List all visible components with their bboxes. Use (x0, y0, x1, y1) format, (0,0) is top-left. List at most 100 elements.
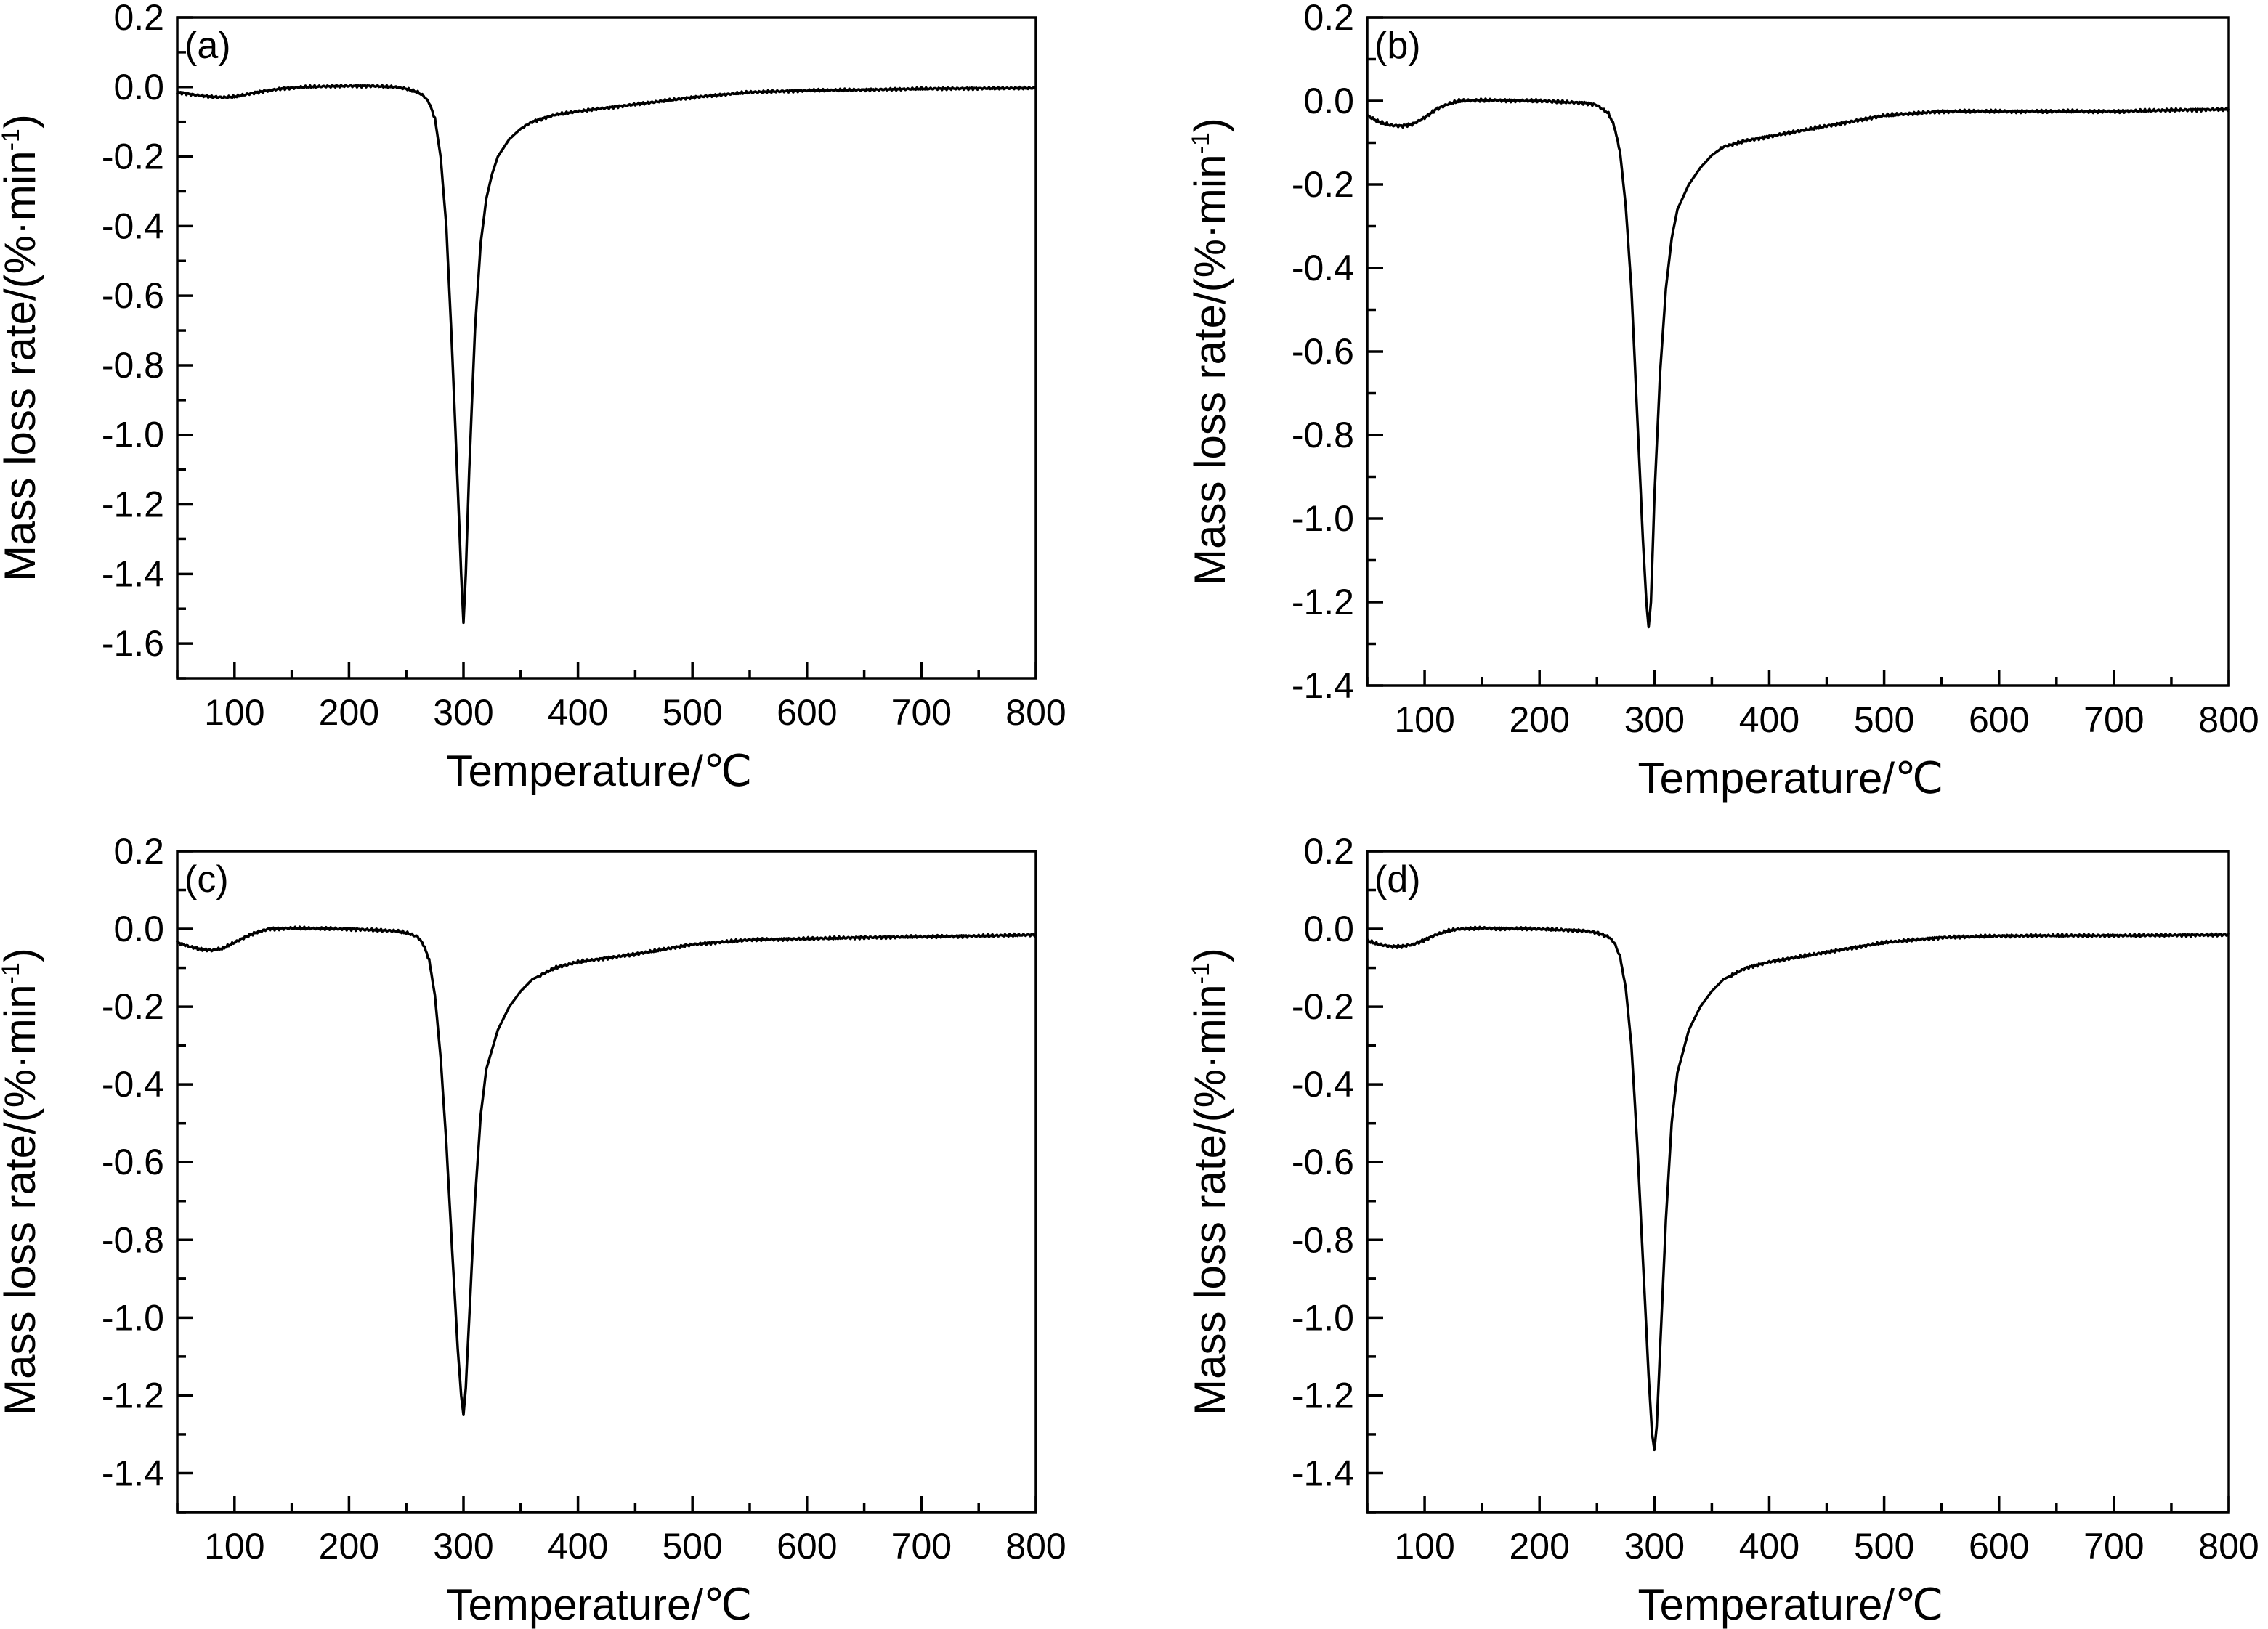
x-axis-title: Temperature/℃ (447, 747, 753, 795)
y-tick-label: -0.8 (102, 1219, 164, 1260)
x-tick-label: 300 (1624, 1526, 1685, 1567)
x-tick-label: 300 (433, 692, 493, 733)
plot-frame (176, 16, 1037, 680)
y-axis-title-tail: ) (1186, 948, 1234, 962)
y-axis-title: Mass loss rate/(%·min-1) (0, 948, 44, 1415)
y-tick-label: -0.4 (102, 206, 164, 246)
x-tick-label: 100 (204, 1526, 264, 1567)
x-tick-label: 600 (1969, 1526, 2029, 1567)
y-tick-label: -0.6 (102, 1142, 164, 1182)
y-axis-title: Mass loss rate/(%·min-1) (1186, 118, 1234, 585)
y-tick-label: -1.4 (102, 553, 164, 594)
panel-a: 100 200 300 400 500 600 700 800 0.2 0.0 -0.2 -0.4 -0… (0, 0, 1066, 795)
y-tick-label: -1.2 (102, 484, 164, 525)
y-tick-label: -1.0 (102, 1297, 164, 1338)
y-axis-title-tail: ) (0, 948, 44, 962)
panel-d: 100 200 300 400 500 600 700 800 0.2 0.0 -0.2 -0.4 -0… (1186, 831, 2259, 1629)
x-tick-label: 600 (1969, 699, 2029, 740)
x-tick-label: 400 (548, 1526, 608, 1567)
y-tick-label: 0.2 (113, 0, 164, 38)
y-tick-label: 0.2 (1303, 831, 1354, 872)
y-axis-title-tail: ) (0, 114, 44, 129)
panel-label: (a) (185, 25, 231, 67)
panel-label: (b) (1374, 25, 1421, 67)
y-axis-title-superscript: -1 (1187, 962, 1215, 984)
y-tick-label: 0.2 (113, 831, 164, 872)
series-line-0 (176, 925, 1037, 1416)
y-axis-title-text: Mass loss rate/(%·min (0, 150, 44, 581)
y-axis-title-superscript: -1 (0, 962, 25, 984)
x-tick-label: 500 (1854, 1526, 1914, 1567)
x-tick-label: 700 (891, 1526, 952, 1567)
x-axis-title: Temperature/℃ (1638, 1580, 1944, 1629)
series-line-0 (1366, 97, 2230, 629)
y-axis-title: Mass loss rate/(%·min-1) (0, 114, 44, 582)
y-axis-title-superscript: -1 (1187, 132, 1215, 154)
panel-label: (d) (1374, 858, 1421, 901)
y-tick-label: 0.2 (1303, 0, 1354, 38)
x-tick-label: 800 (2198, 1526, 2259, 1567)
y-tick-label: -0.2 (102, 986, 164, 1027)
x-tick-label: 300 (1624, 699, 1685, 740)
x-tick-label: 800 (1005, 692, 1066, 733)
x-tick-label: 200 (319, 1526, 379, 1567)
y-tick-label: -0.4 (102, 1064, 164, 1105)
x-tick-label: 200 (1509, 699, 1569, 740)
y-tick-label: -1.0 (1292, 498, 1354, 539)
y-tick-label: -0.8 (102, 345, 164, 386)
x-tick-label: 500 (662, 1526, 722, 1567)
y-tick-label: -0.8 (1292, 415, 1354, 455)
x-tick-label: 500 (1854, 699, 1914, 740)
y-tick-label: -1.4 (1292, 1453, 1354, 1493)
panel-c: 100 200 300 400 500 600 700 800 0.2 0.0 -0.2 -0.4 -0… (0, 831, 1066, 1629)
series-line-0 (1366, 925, 2230, 1452)
y-tick-label: -1.2 (1292, 582, 1354, 622)
y-axis-title-text: Mass loss rate/(%·min (1186, 154, 1234, 585)
y-tick-label: 0.0 (1303, 909, 1354, 949)
panel-label: (c) (185, 858, 229, 901)
y-tick-label: -0.6 (102, 275, 164, 316)
y-tick-label: -1.2 (102, 1375, 164, 1415)
series-line-0 (176, 84, 1037, 625)
x-tick-label: 400 (1739, 699, 1799, 740)
x-tick-label: 700 (2083, 1526, 2144, 1567)
x-tick-label: 300 (433, 1526, 493, 1567)
y-tick-label: -0.2 (102, 137, 164, 177)
y-tick-label: -0.4 (1292, 248, 1354, 288)
x-tick-label: 800 (2198, 699, 2259, 740)
x-tick-label: 100 (1394, 1526, 1454, 1567)
y-tick-label: -0.4 (1292, 1064, 1354, 1105)
plot-frame (1366, 850, 2230, 1514)
y-tick-label: -1.0 (1292, 1297, 1354, 1338)
y-axis-title-tail: ) (1186, 118, 1234, 132)
plot-frame (176, 850, 1037, 1514)
x-tick-label: 700 (891, 692, 952, 733)
y-tick-label: 0.0 (113, 909, 164, 949)
x-tick-label: 500 (662, 692, 722, 733)
panel-b: 100 200 300 400 500 600 700 800 0.2 0.0 -0.2 -0.4 -0… (1186, 0, 2259, 803)
y-axis-title-superscript: -1 (0, 129, 25, 150)
y-tick-label: -0.2 (1292, 164, 1354, 205)
x-axis-title: Temperature/℃ (447, 1580, 753, 1629)
x-tick-label: 100 (1394, 699, 1454, 740)
y-tick-label: -0.8 (1292, 1219, 1354, 1260)
x-axis-title: Temperature/℃ (1638, 754, 1944, 803)
y-tick-label: 0.0 (1303, 81, 1354, 121)
x-tick-label: 100 (204, 692, 264, 733)
x-tick-label: 600 (777, 1526, 837, 1567)
x-tick-label: 400 (548, 692, 608, 733)
plot-frame (1366, 16, 2230, 687)
y-tick-label: -0.6 (1292, 1142, 1354, 1182)
y-tick-label: -1.4 (1292, 665, 1354, 706)
y-tick-label: -1.2 (1292, 1375, 1354, 1415)
x-tick-label: 600 (777, 692, 837, 733)
x-tick-label: 400 (1739, 1526, 1799, 1567)
y-axis-title: Mass loss rate/(%·min-1) (1186, 948, 1234, 1415)
y-tick-label: -1.0 (102, 415, 164, 455)
x-tick-label: 800 (1005, 1526, 1066, 1567)
x-tick-label: 200 (1509, 1526, 1569, 1567)
y-tick-label: -1.4 (102, 1453, 164, 1493)
y-axis-title-text: Mass loss rate/(%·min (0, 984, 44, 1415)
y-axis-title-text: Mass loss rate/(%·min (1186, 984, 1234, 1415)
y-tick-label: -1.6 (102, 623, 164, 664)
